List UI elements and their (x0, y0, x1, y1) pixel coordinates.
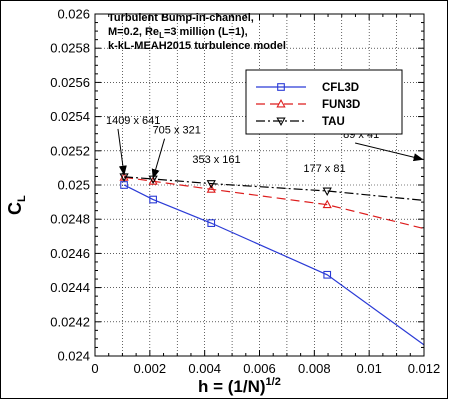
legend-label-tau: TAU (322, 116, 345, 128)
annotation-arrow (151, 138, 166, 180)
annotation-arrow (117, 128, 127, 176)
y-tick-label: 0.0254 (50, 109, 90, 124)
plot-area-border (94, 13, 425, 357)
annotation-arrow (355, 142, 424, 162)
y-tick-label: 0.025 (57, 178, 90, 193)
y-axis-title: CL (5, 195, 28, 215)
chart-title-line-1: Turbulent Bump-in-channel, (108, 12, 254, 24)
x-tick-label: 0.004 (188, 361, 221, 376)
grid-size-label: 177 x 81 (303, 163, 345, 175)
chart-title-line-2: M=0.2, ReL=3 million (L=1), (108, 26, 248, 40)
series-line-cfl3d (123, 184, 425, 346)
y-tick-labels: 0.024 0.0242 0.0244 0.0246 0.0248 0.025 0.0252… (50, 7, 90, 364)
legend-entry-cfl3d: CFL3D (256, 82, 359, 94)
legend-box (245, 69, 403, 135)
data-point-tau (322, 187, 332, 197)
data-point-cfl3d (207, 219, 216, 227)
data-point-cfl3d (120, 181, 128, 189)
y-tick-label: 0.0248 (50, 212, 90, 227)
y-tick-label: 0.0246 (50, 246, 90, 261)
data-point-fun3d (148, 176, 158, 185)
grid-size-label: 353 x 161 (192, 154, 240, 166)
chart-title-line-3: k-kL-MEAH2015 turbulence model (108, 40, 286, 52)
y-tick-label: 0.0256 (50, 75, 90, 90)
y-tick-label: 0.0252 (50, 143, 90, 158)
x-tick-label: 0.01 (357, 361, 382, 376)
legend-marker-tau (276, 117, 286, 127)
data-point-fun3d (206, 184, 216, 193)
grid-size-label: 1409 x 641 (106, 115, 160, 127)
series-tau (119, 173, 425, 201)
legend-marker-fun3d (276, 98, 286, 108)
x-tick-label: 0.012 (408, 361, 441, 376)
x-tick-label: 0 (91, 361, 98, 376)
legend-marker-cfl3d (277, 83, 285, 91)
x-axis-title: h = (1/N)1/2 (198, 376, 281, 396)
y-tick-label: 0.0244 (50, 280, 90, 295)
legend: CFL3D FUN3D TAU (245, 69, 403, 135)
grid-lines (94, 13, 425, 357)
data-point-cfl3d (323, 270, 332, 279)
series-line-fun3d (123, 176, 425, 230)
legend-label-fun3d: FUN3D (322, 99, 360, 111)
series-fun3d (119, 172, 425, 230)
y-tick-label: 0.0242 (50, 314, 90, 329)
y-tick-label: 0.024 (57, 349, 90, 364)
x-tick-labels: 0 0.002 0.004 0.006 0.008 0.01 0.012 (91, 361, 440, 376)
data-point-fun3d (322, 199, 332, 209)
y-tick-label: 0.0258 (50, 41, 90, 56)
y-tick-label: 0.026 (57, 7, 90, 22)
legend-entry-tau: TAU (256, 116, 345, 128)
series-line-tau (124, 176, 425, 201)
series-cfl3d (120, 181, 425, 346)
grid-size-label: 705 x 321 (153, 125, 201, 137)
series-layer (119, 172, 425, 346)
legend-label-cfl3d: CFL3D (322, 82, 359, 94)
data-point-cfl3d (149, 195, 157, 204)
x-tick-label: 0.006 (243, 361, 276, 376)
legend-entry-fun3d: FUN3D (256, 98, 360, 111)
data-point-tau (206, 180, 216, 189)
x-tick-label: 0.008 (298, 361, 331, 376)
x-tick-label: 0.002 (134, 361, 167, 376)
